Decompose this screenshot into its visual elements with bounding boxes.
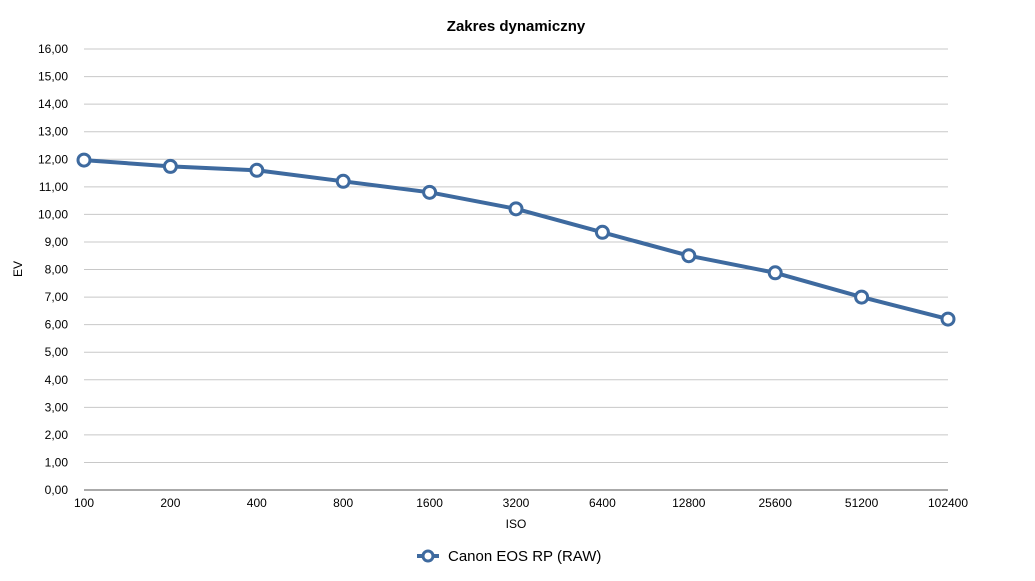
y-tick-label: 6,00 — [45, 318, 69, 332]
y-tick-label: 7,00 — [45, 290, 69, 304]
y-tick-label: 10,00 — [38, 207, 68, 221]
legend-marker — [421, 549, 435, 563]
series-group — [76, 152, 956, 327]
data-point — [681, 248, 697, 264]
chart-title: Zakres dynamiczny — [447, 18, 586, 35]
x-tick-label: 3200 — [503, 496, 530, 510]
data-point — [249, 162, 265, 178]
y-tick-label: 0,00 — [45, 483, 69, 497]
x-tick-label: 400 — [247, 496, 267, 510]
x-tick-label: 102400 — [928, 496, 968, 510]
y-tick-label: 16,00 — [38, 42, 68, 56]
legend-label: Canon EOS RP (RAW) — [448, 548, 601, 565]
x-tick-label: 25600 — [759, 496, 793, 510]
y-axis-ticks: 0,00 1,00 2,00 3,00 4,00 5,00 6,00 7,00 8,00 9,00… — [38, 42, 68, 497]
y-tick-label: 15,00 — [38, 70, 68, 84]
x-tick-label: 100 — [74, 496, 94, 510]
data-point — [508, 201, 524, 217]
x-tick-label: 12800 — [672, 496, 706, 510]
y-tick-label: 14,00 — [38, 97, 68, 111]
series-line — [82, 158, 950, 322]
x-tick-label: 51200 — [845, 496, 879, 510]
legend: Canon EOS RP (RAW) — [417, 548, 601, 565]
data-point — [335, 173, 351, 189]
grid-lines — [84, 48, 948, 463]
data-point — [162, 158, 178, 174]
y-tick-label: 5,00 — [45, 345, 69, 359]
y-tick-label: 1,00 — [45, 455, 69, 469]
y-tick-label: 3,00 — [45, 400, 69, 414]
y-tick-label: 8,00 — [45, 263, 69, 277]
x-tick-label: 200 — [160, 496, 180, 510]
x-tick-label: 1600 — [416, 496, 443, 510]
data-point — [854, 289, 870, 305]
y-tick-label: 12,00 — [38, 152, 68, 166]
data-point — [767, 265, 783, 281]
data-point — [594, 224, 610, 240]
y-tick-label: 13,00 — [38, 125, 68, 139]
y-axis-label: EV — [11, 261, 25, 277]
x-tick-label: 6400 — [589, 496, 616, 510]
y-tick-label: 4,00 — [45, 373, 69, 387]
data-point — [940, 311, 956, 327]
y-tick-label: 9,00 — [45, 235, 69, 249]
y-tick-label: 2,00 — [45, 428, 69, 442]
x-tick-label: 800 — [333, 496, 353, 510]
x-axis-label: ISO — [506, 517, 527, 531]
y-tick-label: 11,00 — [39, 180, 68, 194]
data-point — [76, 152, 92, 168]
data-point — [422, 184, 438, 200]
x-axis-ticks: 100 200 400 800 1600 3200 6400 12800 25600 51200 1… — [74, 496, 968, 510]
